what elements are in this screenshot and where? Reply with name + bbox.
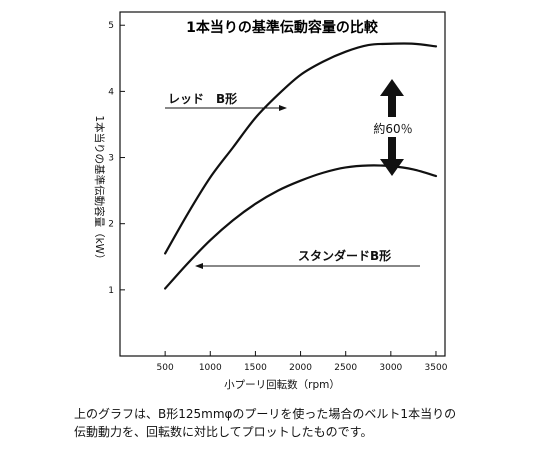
chart-title: 1本当りの基準伝動容量の比較 [186, 19, 379, 36]
difference-label: 約60％ [373, 121, 412, 136]
difference-label-bg [364, 117, 422, 137]
x-tick-label: 500 [157, 363, 174, 373]
x-tick-label: 1000 [199, 363, 222, 373]
x-tick-label: 1500 [244, 363, 267, 373]
x-tick-label: 2500 [334, 363, 357, 373]
caption-line-2: 伝動動力を、回転数に対比してプロットしたものです。 [74, 425, 373, 439]
chart: 1本当りの基準伝動容量の比較 1本当りの基準伝動容量（kW） 小プーリ回転数（r… [93, 11, 448, 391]
y-tick-label: 3 [108, 154, 114, 164]
x-tick-label: 2000 [289, 363, 312, 373]
y-tick-label: 4 [108, 87, 114, 97]
red-series-label: レッド B形 [168, 92, 237, 106]
standard-series-label: スタンダードB形 [298, 248, 391, 263]
plot-frame [119, 11, 446, 357]
caption-line-1: 上のグラフは、B形125mmφのプーリを使った場合のベルト1本当りの [74, 407, 457, 421]
standard-b-series-line [164, 164, 438, 290]
red-b-series-line [164, 42, 438, 255]
caption: 上のグラフは、B形125mmφのプーリを使った場合のベルト1本当りの 伝動動力を… [74, 405, 534, 441]
y-tick-label: 1 [108, 286, 114, 296]
y-tick-label: 5 [108, 21, 114, 31]
y-tick-label: 2 [108, 220, 114, 230]
x-tick-label: 3000 [379, 363, 402, 373]
x-axis-label: 小プーリ回転数（rpm） [224, 378, 340, 391]
y-axis-label: 1本当りの基準伝動容量（kW） [93, 115, 106, 264]
x-tick-label: 3500 [425, 363, 448, 373]
